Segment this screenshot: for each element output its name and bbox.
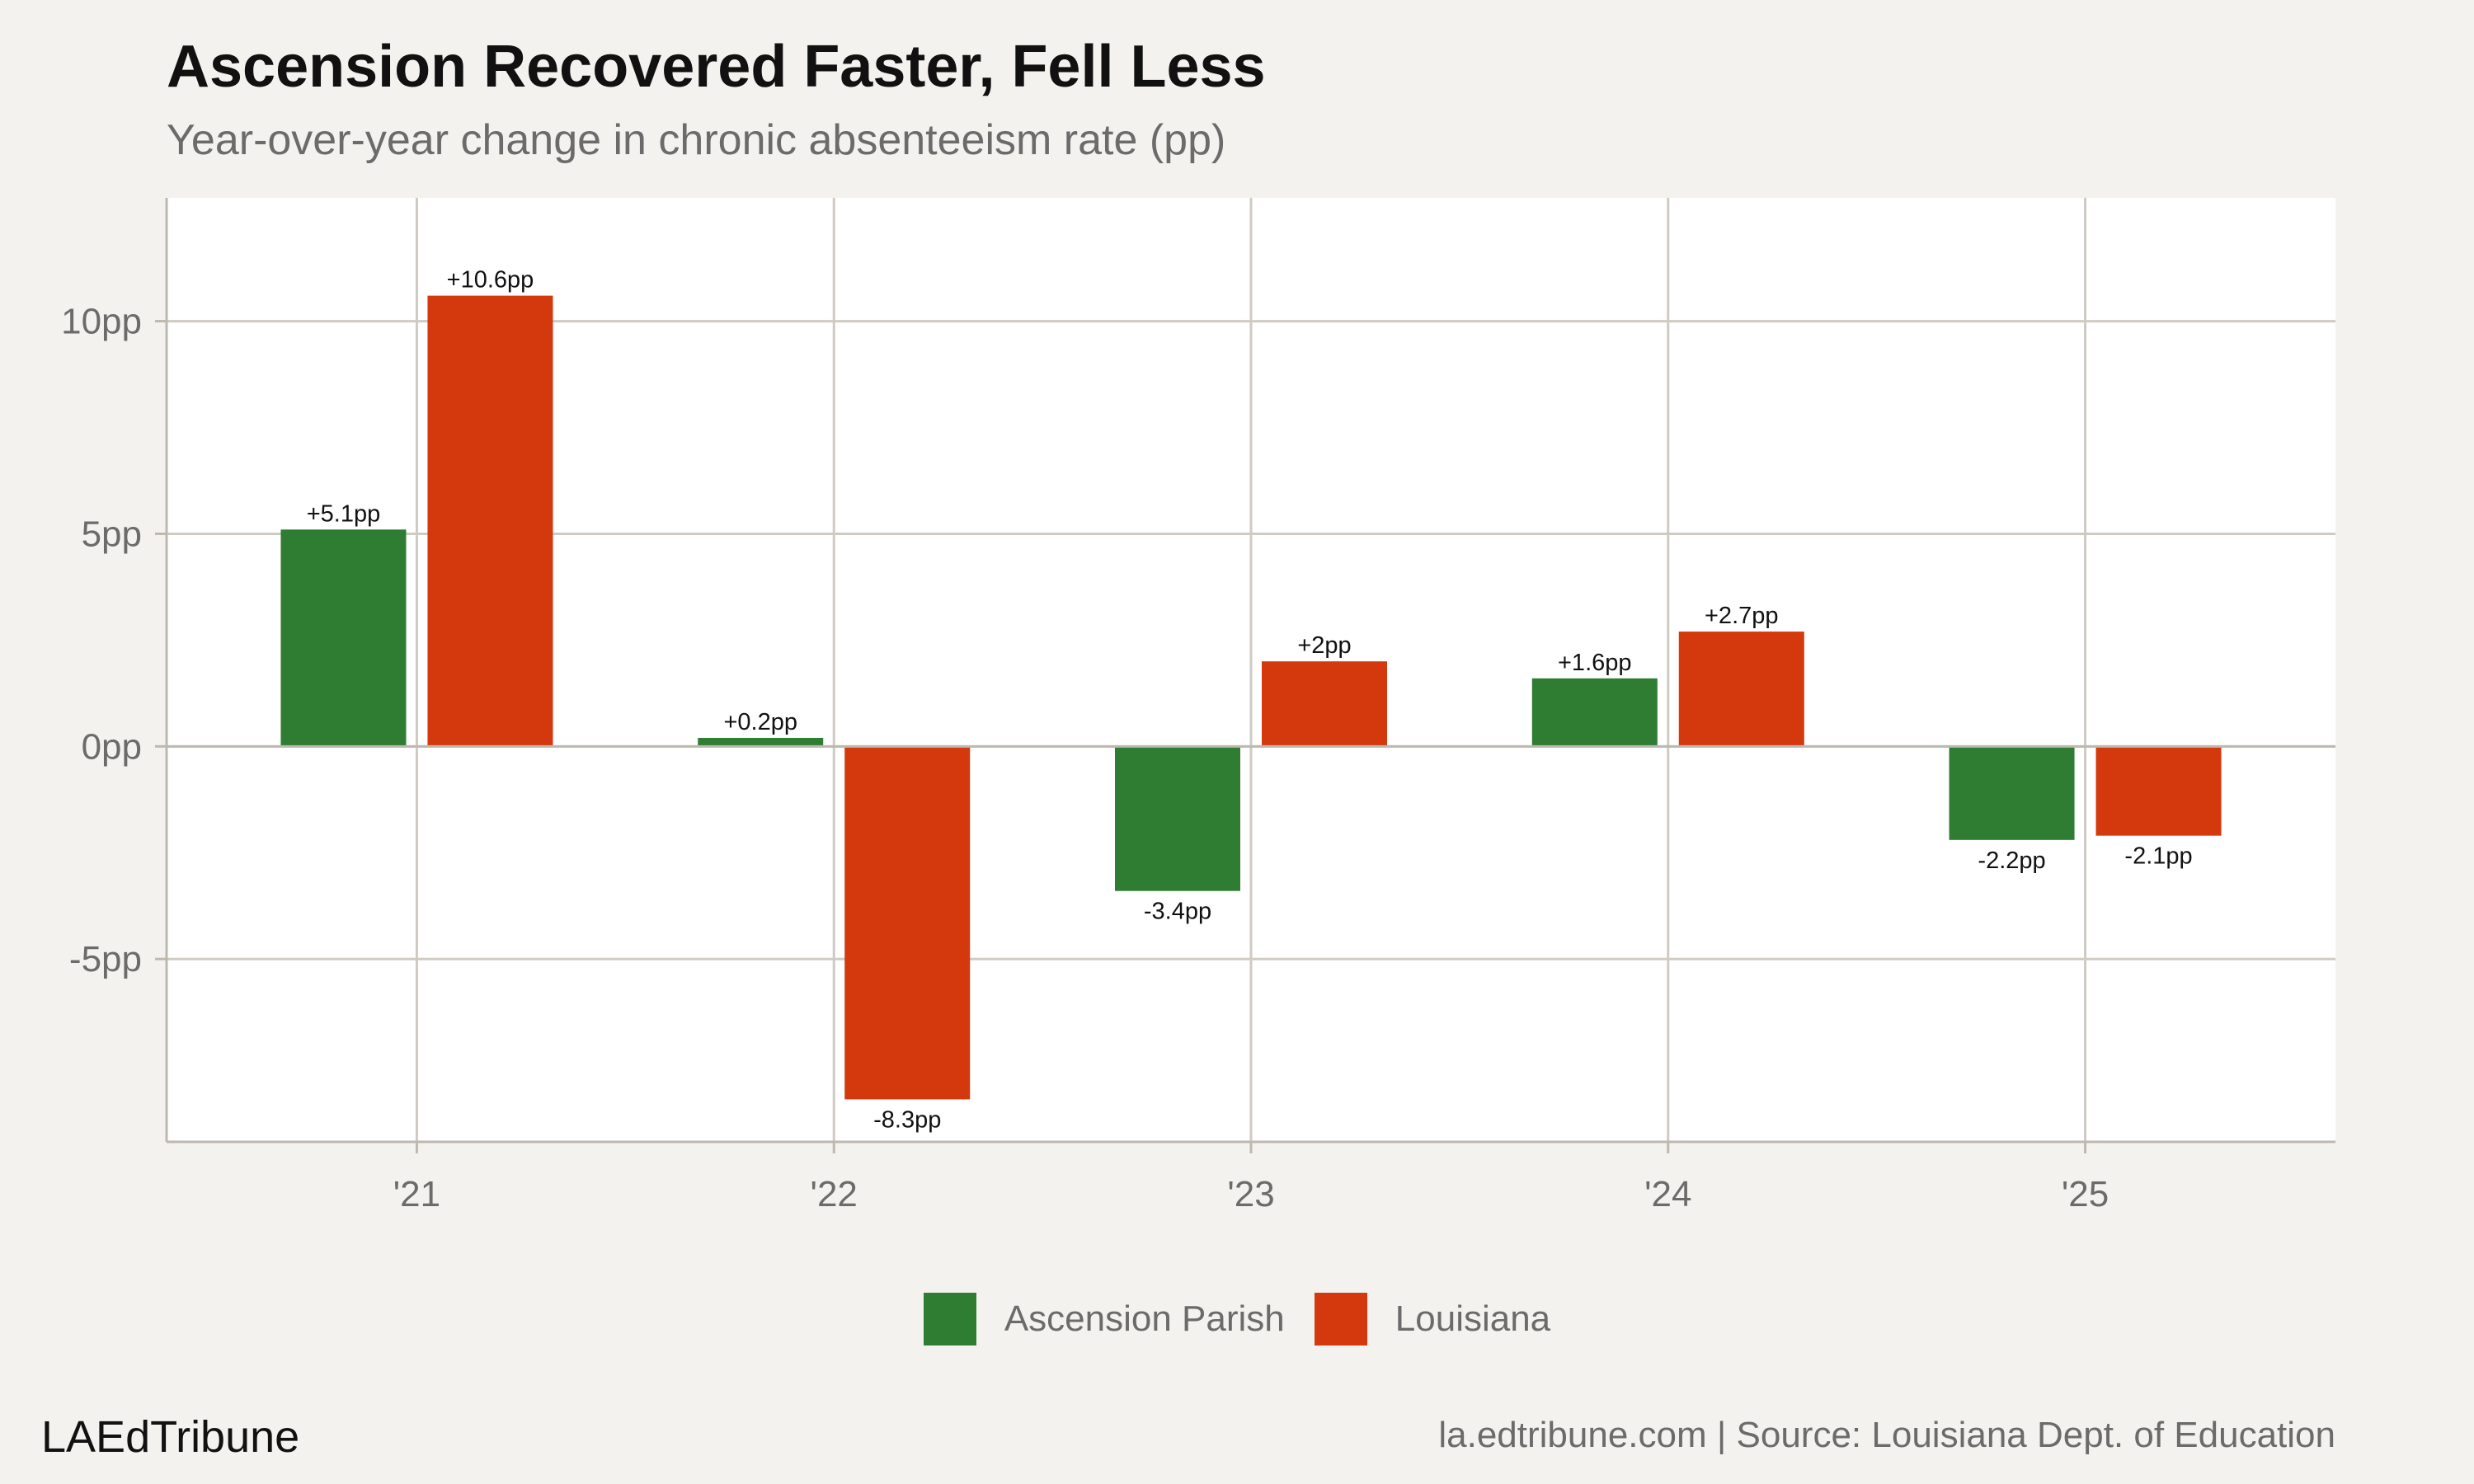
y-tick-label: 10pp — [61, 302, 142, 342]
bar-ascension — [698, 738, 824, 747]
bar-value-label: +2pp — [1297, 632, 1351, 659]
y-tick-label: -5pp — [69, 939, 142, 979]
bar-louisiana — [844, 746, 971, 1100]
x-tick-label: '21 — [393, 1174, 440, 1214]
bar-louisiana — [427, 295, 553, 747]
bar-value-label: -3.4pp — [1144, 899, 1211, 925]
bar-value-label: +5.1pp — [307, 500, 381, 527]
legend-swatch-ascension — [923, 1293, 976, 1345]
x-tick-label: '22 — [811, 1174, 858, 1214]
legend-item-ascension: Ascension Parish — [923, 1293, 1285, 1345]
bar-value-label: -2.1pp — [2124, 843, 2192, 870]
bar-louisiana — [2095, 746, 2222, 836]
x-tick-label: '23 — [1227, 1174, 1274, 1214]
bar-value-label: -2.2pp — [1978, 848, 2045, 874]
bar-ascension — [280, 529, 407, 747]
chart-title: Ascension Recovered Faster, Fell Less — [167, 34, 1266, 100]
bar-ascension — [1949, 746, 2075, 840]
bar-value-label: +1.6pp — [1558, 650, 1632, 676]
bar-louisiana — [1678, 632, 1804, 747]
bar-value-label: +2.7pp — [1705, 603, 1779, 629]
bar-value-label: +0.2pp — [723, 709, 797, 735]
x-tick-label: '24 — [1644, 1174, 1691, 1214]
legend-swatch-louisiana — [1314, 1293, 1367, 1345]
bar-value-label: -8.3pp — [873, 1106, 941, 1133]
bar-ascension — [1531, 678, 1658, 747]
chart-subtitle: Year-over-year change in chronic absente… — [167, 116, 1226, 164]
bar-ascension — [1115, 746, 1240, 891]
legend-item-louisiana: Louisiana — [1314, 1293, 1551, 1345]
brand-logo-text: LAEdTribune — [41, 1412, 300, 1462]
legend-label-ascension: Ascension Parish — [1004, 1298, 1285, 1339]
source-note: la.edtribune.com | Source: Louisiana Dep… — [1438, 1415, 2335, 1455]
bar-value-label: +10.6pp — [447, 267, 534, 294]
legend: Ascension Parish Louisiana — [0, 1290, 2474, 1348]
legend-label-louisiana: Louisiana — [1395, 1298, 1551, 1339]
y-tick-label: 5pp — [82, 514, 142, 554]
y-tick-label: 0pp — [82, 726, 142, 767]
bar-louisiana — [1262, 661, 1387, 747]
x-tick-label: '25 — [2062, 1174, 2109, 1214]
